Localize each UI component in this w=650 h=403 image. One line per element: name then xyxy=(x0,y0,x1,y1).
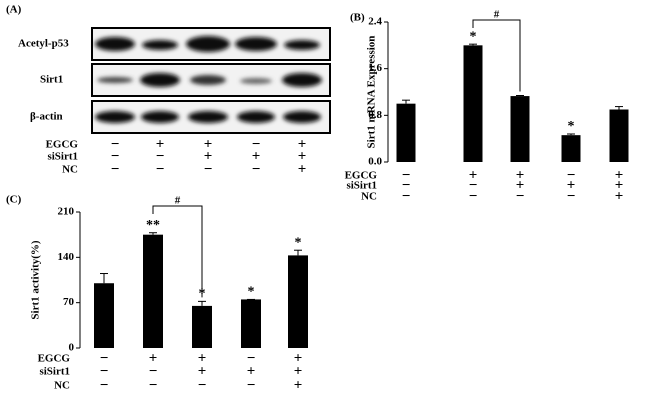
treatment-sign: − xyxy=(469,177,478,193)
treatment-sign: − xyxy=(204,161,213,177)
treatment-label: siSirt1 xyxy=(39,366,70,378)
y-axis-label: Sirt1 activity(%) xyxy=(30,240,42,319)
treatment-sign: − xyxy=(100,377,109,393)
bracket-label: # xyxy=(175,195,181,207)
treatment-sign: + xyxy=(615,188,624,204)
y-tick-label: 140 xyxy=(58,251,75,263)
treatment-sign: − xyxy=(100,363,109,379)
treatment-sign: − xyxy=(402,188,411,204)
blot-row-label: Sirt1 xyxy=(40,74,63,86)
treatment-sign: − xyxy=(100,350,109,366)
bar xyxy=(241,299,261,348)
bar xyxy=(143,234,163,348)
bar xyxy=(396,103,416,162)
treatment-sign: − xyxy=(469,188,478,204)
y-tick-label: 1.6 xyxy=(368,62,382,74)
treatment-sign: − xyxy=(198,377,207,393)
bands xyxy=(95,36,322,123)
panel-label: (A) xyxy=(6,4,22,16)
treatment-sign: − xyxy=(247,350,256,366)
treatment-sign: + xyxy=(204,148,213,164)
treatment-sign: − xyxy=(252,136,261,152)
blot xyxy=(91,27,331,134)
treatment-sign: + xyxy=(198,350,207,366)
bar xyxy=(510,96,530,162)
treatment-label: siSirt1 xyxy=(47,151,78,163)
bar xyxy=(192,305,212,348)
y-tick-label: 0.8 xyxy=(368,109,382,121)
treatment-sign: + xyxy=(516,177,525,193)
treatment-sign: + xyxy=(615,177,624,193)
treatment-sign: + xyxy=(204,136,213,152)
treatment-sign: − xyxy=(567,188,576,204)
bracket xyxy=(152,205,203,298)
treatment-label: EGCG xyxy=(38,353,71,365)
bar xyxy=(463,45,483,163)
treatment-sign: − xyxy=(402,177,411,193)
treatment-sign: − xyxy=(567,167,576,183)
treatment-sign: − xyxy=(111,148,120,164)
treatment-sign: − xyxy=(247,377,256,393)
y-tick-label: 0 xyxy=(69,342,75,354)
y-axis-label: Sirt1 mRNA Expression xyxy=(366,36,378,149)
treatment-sign: + xyxy=(298,148,307,164)
treatment-sign: − xyxy=(156,161,165,177)
y-tick-label: 70 xyxy=(63,296,75,308)
y-tick-label: 210 xyxy=(58,206,75,218)
treatment-label: siSirt1 xyxy=(346,180,377,192)
treatment-sign: − xyxy=(111,161,120,177)
significance-label: * xyxy=(295,235,302,250)
panel-label: (B) xyxy=(350,12,365,24)
significance-label: * xyxy=(470,29,477,44)
treatment-sign: − xyxy=(156,148,165,164)
treatment-sign: − xyxy=(149,377,158,393)
treatment-sign: + xyxy=(298,136,307,152)
y-tick-label: 2.4 xyxy=(368,16,382,28)
treatment-sign: + xyxy=(294,363,303,379)
significance-label: * xyxy=(248,285,255,300)
treatment-sign: + xyxy=(298,161,307,177)
bar xyxy=(609,109,629,162)
bar xyxy=(288,255,308,348)
treatment-sign: + xyxy=(516,167,525,183)
treatment-sign: + xyxy=(469,167,478,183)
panel-label: (C) xyxy=(6,194,22,206)
bar xyxy=(94,283,114,348)
treatment-sign: − xyxy=(252,161,261,177)
bracket xyxy=(472,19,521,92)
significance-label: * xyxy=(568,119,575,134)
blot-row-label: β-actin xyxy=(30,111,63,123)
treatment-sign: + xyxy=(252,148,261,164)
y-tick-label: 0.0 xyxy=(368,156,382,168)
treatment-label: NC xyxy=(54,380,70,392)
blot-row-label: Acetyl-p53 xyxy=(18,38,69,50)
treatment-sign: + xyxy=(247,363,256,379)
treatment-label: NC xyxy=(62,164,78,176)
treatment-sign: + xyxy=(198,363,207,379)
treatment-sign: − xyxy=(516,188,525,204)
treatment-sign: + xyxy=(294,350,303,366)
significance-label: ** xyxy=(146,218,160,233)
treatment-sign: − xyxy=(149,363,158,379)
treatment-sign: + xyxy=(149,350,158,366)
treatment-label: EGCG xyxy=(345,170,378,182)
treatment-sign: + xyxy=(156,136,165,152)
treatment-label: EGCG xyxy=(46,139,79,151)
treatment-sign: + xyxy=(294,377,303,393)
treatment-sign: − xyxy=(402,167,411,183)
bracket-label: # xyxy=(494,9,500,21)
treatment-sign: + xyxy=(615,167,624,183)
bar xyxy=(561,135,581,162)
treatment-sign: − xyxy=(111,136,120,152)
treatment-sign: + xyxy=(567,177,576,193)
treatment-label: NC xyxy=(361,191,377,203)
